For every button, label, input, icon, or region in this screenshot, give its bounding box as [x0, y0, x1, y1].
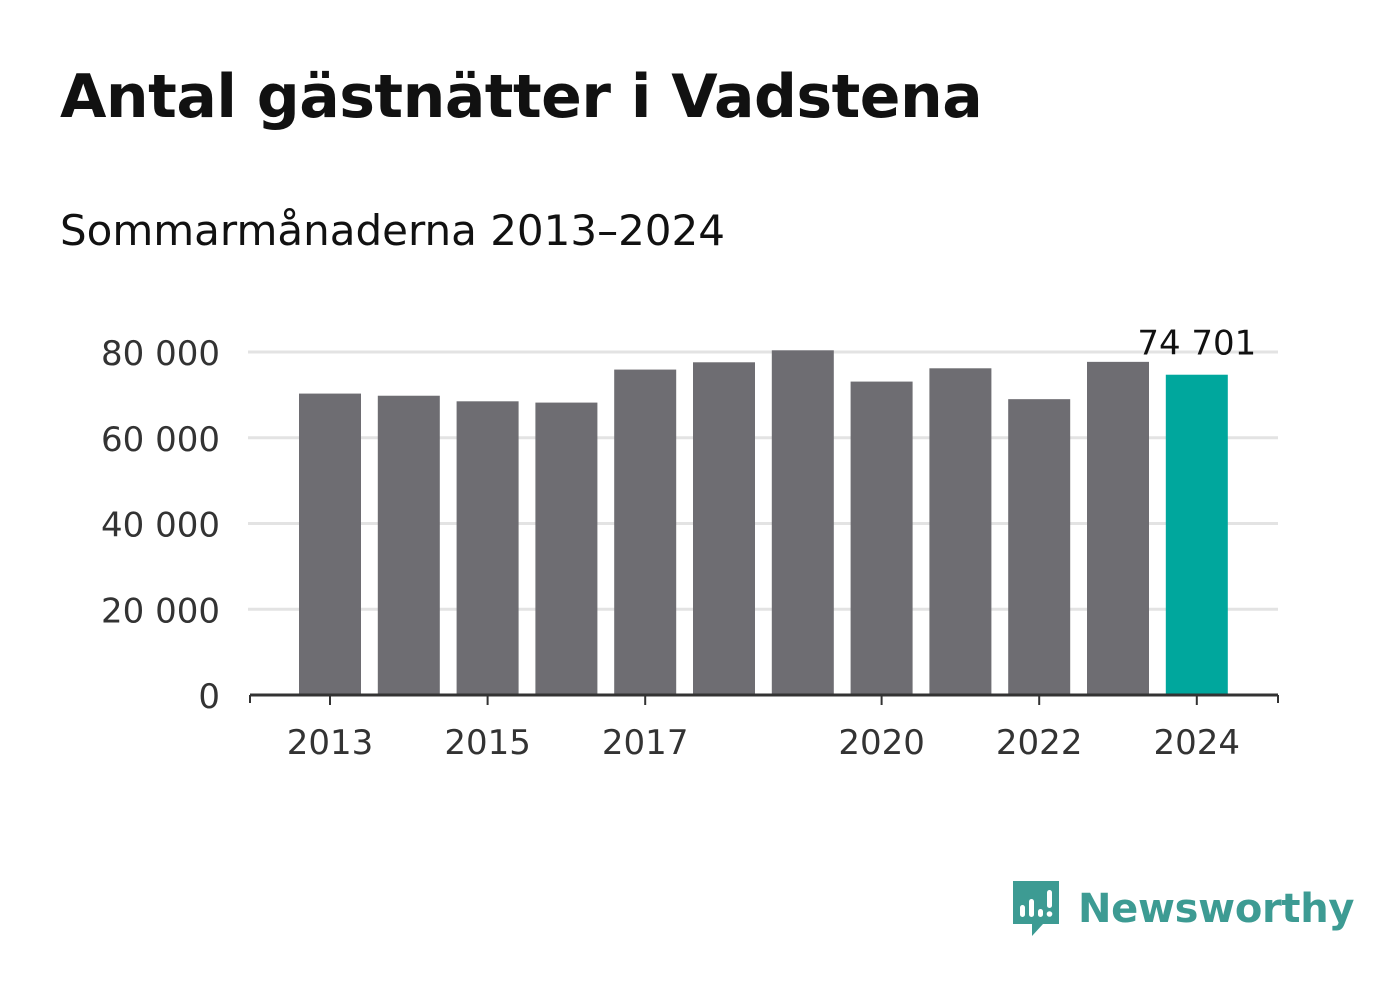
bar — [456, 401, 519, 695]
y-tick-label: 20 000 — [101, 591, 220, 631]
x-tick-label: 2022 — [996, 723, 1083, 763]
bar — [614, 369, 677, 695]
y-tick-label: 0 — [198, 677, 220, 717]
brand-logo: Newsworthy — [1010, 878, 1355, 940]
newsworthy-logo-icon — [1013, 881, 1059, 936]
bar — [850, 381, 913, 695]
brand-name: Newsworthy — [1078, 886, 1355, 932]
bar — [535, 402, 598, 695]
x-tick-label: 2013 — [287, 723, 374, 763]
bar — [377, 395, 440, 695]
x-tick-label: 2020 — [838, 723, 925, 763]
bar — [693, 362, 755, 695]
bar — [1087, 361, 1149, 695]
bar — [929, 368, 992, 695]
chart-title: Antal gästnätter i Vadstena — [60, 62, 983, 132]
y-tick-label: 80 000 — [101, 334, 220, 374]
x-tick-label: 2017 — [602, 723, 689, 763]
x-tick-label: 2024 — [1154, 723, 1241, 763]
y-tick-label: 60 000 — [101, 420, 220, 460]
bar — [299, 393, 361, 695]
bar-highlight — [1165, 374, 1228, 695]
bar — [771, 350, 834, 695]
bar — [1008, 399, 1071, 695]
data-label: 74 701 — [1137, 324, 1256, 364]
chart-subtitle: Sommarmånaderna 2013–2024 — [60, 206, 725, 255]
y-tick-label: 40 000 — [101, 506, 220, 546]
x-tick-label: 2015 — [444, 723, 531, 763]
